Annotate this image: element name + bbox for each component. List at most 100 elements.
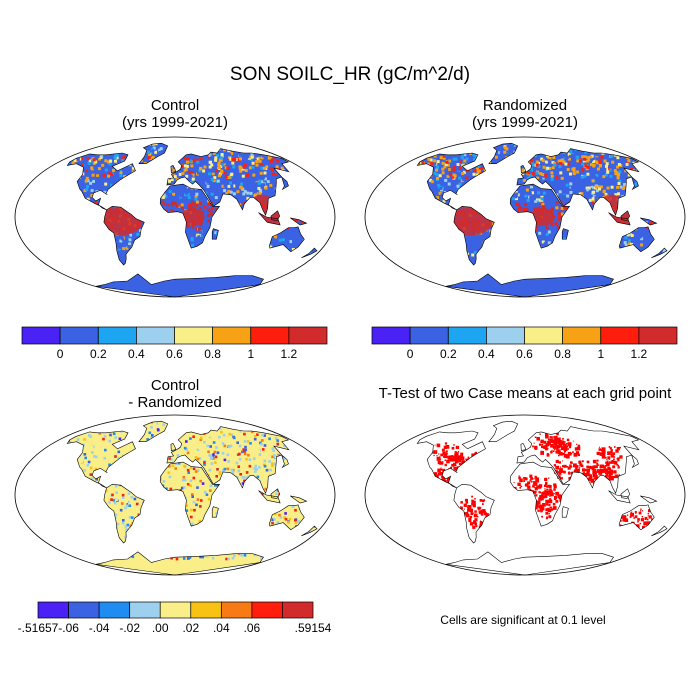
coastline-uk (520, 165, 527, 173)
panel-title-control: Control (yrs 1999-2021) (22, 97, 328, 131)
coastline-nz (301, 247, 318, 259)
colorbar-tick-label: 0.6 (166, 347, 183, 361)
coastline-png (290, 217, 308, 226)
colorbar-swatch (174, 326, 213, 345)
colorbar-tick-label: 0.4 (478, 347, 495, 361)
colorbar-tick-label: 1 (597, 347, 604, 361)
panel-title-difference: Control - Randomized (22, 377, 328, 411)
colorbar-swatch (59, 326, 99, 345)
coastline-uk (170, 443, 177, 451)
coastline-na (66, 152, 136, 211)
coastline-af (509, 461, 571, 527)
colorbar-tick-label: 0.4 (128, 347, 145, 361)
coastline-idn (258, 212, 281, 226)
colorbar-randomized: 0 0.2 0.4 0.6 0.8 1 1.2 (371, 326, 678, 361)
panel-subtitle-line: (yrs 1999-2021) (122, 114, 228, 131)
colorbar-swatch (288, 326, 328, 345)
coastline-an (95, 551, 264, 576)
map-randomized (364, 136, 686, 298)
coastline-bor (270, 210, 281, 221)
colorbar-swatch (37, 601, 69, 619)
coastline-af (159, 461, 221, 527)
colorbar-swatch (68, 601, 100, 619)
coastline-jp (281, 454, 289, 469)
colorbar-control: 0 0.2 0.4 0.6 0.8 1 1.2 (21, 326, 328, 361)
colorbar-difference: -.51657 -.06 -.04 -.02 .00 .02 .04 .06 .59154 (18, 601, 332, 635)
map-difference (14, 414, 336, 576)
coastline-au (618, 504, 655, 531)
coastline-mg (211, 506, 219, 518)
colorbar-tick-label: 0.2 (440, 347, 457, 361)
coastline-nz (301, 525, 318, 537)
coastline-bor (620, 210, 631, 221)
coastline-sa (453, 205, 495, 266)
coastline-gl (488, 420, 519, 442)
colorbar-swatch (98, 601, 131, 619)
map-border (14, 414, 336, 576)
coastline-mg (561, 506, 569, 518)
coastline-eu (166, 148, 290, 216)
coastline-af (159, 183, 221, 249)
colorbar-tick-label: .59154 (295, 621, 332, 635)
colorbar-tick-label: .04 (213, 621, 230, 635)
colorbar-swatch (212, 326, 252, 345)
panel-subtitle-line: (yrs 1999-2021) (472, 114, 578, 131)
colorbar-swatch (97, 326, 137, 345)
colorbar-swatch (282, 601, 314, 619)
colorbar-tick-label: 0 (407, 347, 414, 361)
coastline-an (445, 273, 614, 298)
coastline-mg (561, 228, 569, 240)
coastline-sa (103, 205, 145, 266)
coastline-an (445, 551, 614, 576)
coastline-af (509, 183, 571, 249)
coastline-png (290, 495, 308, 504)
colorbar-tick-label: .00 (152, 621, 169, 635)
colorbar-tick-label: 1 (247, 347, 254, 361)
colorbar-tick-label: 1.2 (281, 347, 298, 361)
colorbar-tick-label: 0.2 (90, 347, 107, 361)
colorbar-tick-label: 0.8 (554, 347, 571, 361)
colorbar-swatch (486, 326, 525, 345)
coastline-au (268, 226, 305, 253)
coastline-au (268, 504, 305, 531)
panel-title-randomized: Randomized (yrs 1999-2021) (372, 97, 678, 131)
significance-note: Cells are significant at 0.1 level (440, 613, 606, 627)
colorbar-tick-label: .06 (244, 621, 261, 635)
coastline-png (640, 217, 658, 226)
coastline-au (618, 226, 655, 253)
colorbar-swatch (250, 326, 290, 345)
coastline-eu (166, 426, 290, 494)
panel-title-line: Control (150, 377, 200, 394)
coastline-sa (103, 483, 145, 544)
coastline-jp (631, 176, 639, 191)
coastline-idn (608, 212, 631, 226)
coastline-na (416, 152, 486, 211)
coastline-mg (211, 228, 219, 240)
colorbar-tick-label: 0 (57, 347, 64, 361)
coastline-na (66, 430, 136, 489)
coastline-bor (270, 488, 281, 499)
panel-title-ttest: T-Test of two Case means at each grid po… (378, 385, 672, 402)
colorbar-swatch (447, 326, 487, 345)
panel-title-line: Randomized (482, 97, 568, 114)
map-control (14, 136, 336, 298)
colorbar-tick-label: -.06 (58, 621, 79, 635)
coastline-eu (516, 426, 640, 494)
coastline-idn (608, 490, 631, 504)
colorbar-swatch (638, 326, 678, 345)
colorbar-tick-label: -.02 (119, 621, 140, 635)
map-border (364, 136, 686, 298)
coastline-eu (516, 148, 640, 216)
colorbar-swatch (600, 326, 640, 345)
colorbar-tick-label: 0.8 (204, 347, 221, 361)
coastline-uk (520, 443, 527, 451)
map-border (364, 414, 686, 576)
coastline-jp (281, 176, 289, 191)
coastline-bor (620, 488, 631, 499)
colorbar-tick-label: -.51657 (18, 621, 59, 635)
coastline-nz (651, 525, 668, 537)
panel-title-line: Control (150, 97, 200, 114)
colorbar-swatch (371, 326, 411, 345)
colorbar-tick-label: 1.2 (631, 347, 648, 361)
coastline-sa (453, 483, 495, 544)
